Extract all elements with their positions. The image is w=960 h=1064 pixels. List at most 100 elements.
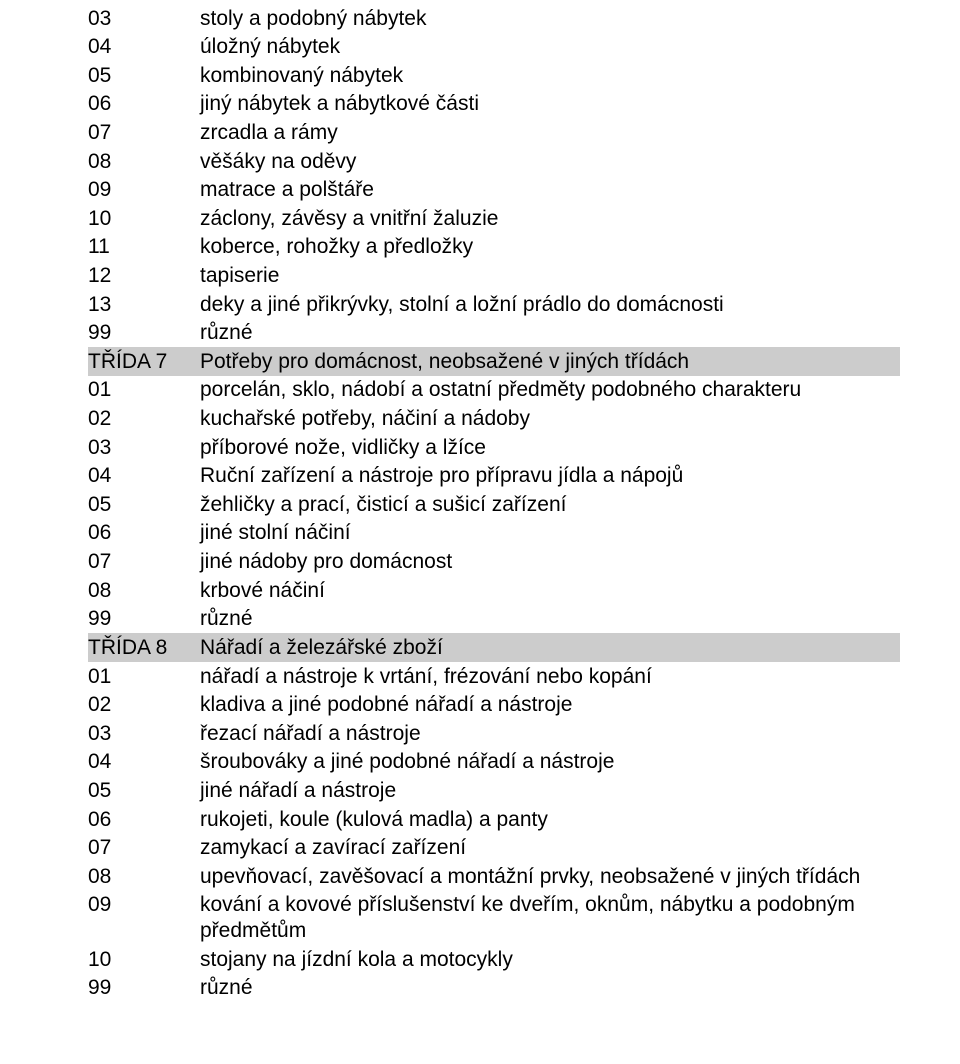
row-code: 12: [88, 261, 200, 290]
document-page: 03stoly a podobný nábytek04úložný nábyte…: [0, 0, 960, 1022]
classification-table: 03stoly a podobný nábytek04úložný nábyte…: [88, 4, 900, 1002]
row-text: kombinovaný nábytek: [200, 61, 900, 90]
row-code: 07: [88, 118, 200, 147]
row-text: jiné stolní náčiní: [200, 519, 900, 548]
row-code: TŘÍDA 7: [88, 347, 200, 376]
table-row: 03stoly a podobný nábytek: [88, 4, 900, 33]
row-text: zamykací a zavírací zařízení: [200, 834, 900, 863]
row-text: rukojeti, koule (kulová madla) a panty: [200, 805, 900, 834]
table-row: 02kladiva a jiné podobné nářadí a nástro…: [88, 691, 900, 720]
table-row: 05žehličky a prací, čisticí a sušicí zař…: [88, 490, 900, 519]
table-row: 02kuchařské potřeby, náčiní a nádoby: [88, 405, 900, 434]
row-text: upevňovací, zavěšovací a montážní prvky,…: [200, 862, 900, 891]
row-text: tapiserie: [200, 261, 900, 290]
row-text: šroubováky a jiné podobné nářadí a nástr…: [200, 748, 900, 777]
table-row: 06jiné stolní náčiní: [88, 519, 900, 548]
row-text: matrace a polštáře: [200, 176, 900, 205]
row-code: 01: [88, 662, 200, 691]
row-code: 02: [88, 405, 200, 434]
row-code: 09: [88, 176, 200, 205]
row-text: žehličky a prací, čisticí a sušicí zaříz…: [200, 490, 900, 519]
row-code: 05: [88, 490, 200, 519]
row-text: věšáky na oděvy: [200, 147, 900, 176]
row-text: stojany na jízdní kola a motocykly: [200, 945, 900, 974]
table-row: 12tapiserie: [88, 261, 900, 290]
row-text: Ruční zařízení a nástroje pro přípravu j…: [200, 462, 900, 491]
row-text: různé: [200, 319, 900, 348]
row-code: 10: [88, 945, 200, 974]
table-row: 03řezací nářadí a nástroje: [88, 719, 900, 748]
row-text: jiné nářadí a nástroje: [200, 776, 900, 805]
row-text: kuchařské potřeby, náčiní a nádoby: [200, 405, 900, 434]
row-code: 07: [88, 548, 200, 577]
row-code: 13: [88, 290, 200, 319]
row-text: deky a jiné přikrývky, stolní a ložní pr…: [200, 290, 900, 319]
row-text: jiné nádoby pro domácnost: [200, 548, 900, 577]
row-code: 10: [88, 204, 200, 233]
table-row: 01porcelán, sklo, nádobí a ostatní předm…: [88, 376, 900, 405]
row-code: 01: [88, 376, 200, 405]
table-row: 07jiné nádoby pro domácnost: [88, 548, 900, 577]
row-code: 08: [88, 147, 200, 176]
row-code: 07: [88, 834, 200, 863]
class-heading-row: TŘÍDA 7Potřeby pro domácnost, neobsažené…: [88, 347, 900, 376]
table-row: 06jiný nábytek a nábytkové části: [88, 90, 900, 119]
row-text: řezací nářadí a nástroje: [200, 719, 900, 748]
row-text: Nářadí a železářské zboží: [200, 633, 900, 662]
row-text: kladiva a jiné podobné nářadí a nástroje: [200, 691, 900, 720]
row-code: 06: [88, 519, 200, 548]
row-code: 99: [88, 319, 200, 348]
row-text: nářadí a nástroje k vrtání, frézování ne…: [200, 662, 900, 691]
row-code: 08: [88, 862, 200, 891]
table-row: 04šroubováky a jiné podobné nářadí a nás…: [88, 748, 900, 777]
row-code: 05: [88, 61, 200, 90]
row-text: Potřeby pro domácnost, neobsažené v jiný…: [200, 347, 900, 376]
table-row: 01nářadí a nástroje k vrtání, frézování …: [88, 662, 900, 691]
row-code: 03: [88, 4, 200, 33]
row-text: porcelán, sklo, nádobí a ostatní předmět…: [200, 376, 900, 405]
table-row: 99různé: [88, 605, 900, 634]
row-text: úložný nábytek: [200, 33, 900, 62]
class-heading-row: TŘÍDA 8Nářadí a železářské zboží: [88, 633, 900, 662]
row-code: 99: [88, 974, 200, 1003]
row-text: krbové náčiní: [200, 576, 900, 605]
row-text: různé: [200, 605, 900, 634]
row-text: různé: [200, 974, 900, 1003]
table-row: 08věšáky na oděvy: [88, 147, 900, 176]
table-row: 06rukojeti, koule (kulová madla) a panty: [88, 805, 900, 834]
row-text: příborové nože, vidličky a lžíce: [200, 433, 900, 462]
row-text: zrcadla a rámy: [200, 118, 900, 147]
table-row: 09kování a kovové příslušenství ke dveří…: [88, 891, 900, 945]
table-row: 99různé: [88, 974, 900, 1003]
table-row: 07zamykací a zavírací zařízení: [88, 834, 900, 863]
table-row: 08krbové náčiní: [88, 576, 900, 605]
row-code: 04: [88, 462, 200, 491]
table-row: 08upevňovací, zavěšovací a montážní prvk…: [88, 862, 900, 891]
table-row: 13deky a jiné přikrývky, stolní a ložní …: [88, 290, 900, 319]
table-row: 05kombinovaný nábytek: [88, 61, 900, 90]
row-code: 08: [88, 576, 200, 605]
table-row: 99různé: [88, 319, 900, 348]
row-code: 03: [88, 719, 200, 748]
table-row: 04Ruční zařízení a nástroje pro přípravu…: [88, 462, 900, 491]
row-text: koberce, rohožky a předložky: [200, 233, 900, 262]
row-code: TŘÍDA 8: [88, 633, 200, 662]
row-code: 03: [88, 433, 200, 462]
row-code: 09: [88, 891, 200, 945]
row-code: 05: [88, 776, 200, 805]
table-row: 10záclony, závěsy a vnitřní žaluzie: [88, 204, 900, 233]
row-text: kování a kovové příslušenství ke dveřím,…: [200, 891, 900, 945]
row-code: 02: [88, 691, 200, 720]
table-row: 09matrace a polštáře: [88, 176, 900, 205]
row-code: 04: [88, 748, 200, 777]
table-row: 03příborové nože, vidličky a lžíce: [88, 433, 900, 462]
row-code: 11: [88, 233, 200, 262]
row-text: stoly a podobný nábytek: [200, 4, 900, 33]
table-row: 05jiné nářadí a nástroje: [88, 776, 900, 805]
row-code: 04: [88, 33, 200, 62]
row-text: záclony, závěsy a vnitřní žaluzie: [200, 204, 900, 233]
table-row: 04úložný nábytek: [88, 33, 900, 62]
row-code: 06: [88, 90, 200, 119]
table-row: 10stojany na jízdní kola a motocykly: [88, 945, 900, 974]
table-row: 07zrcadla a rámy: [88, 118, 900, 147]
